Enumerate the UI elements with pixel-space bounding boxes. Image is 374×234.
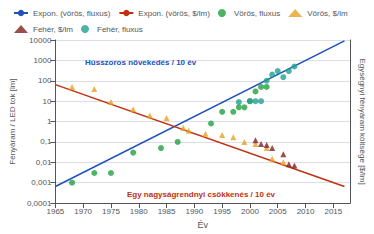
svg-text:0,001: 0,001: [31, 178, 52, 187]
svg-text:10: 10: [42, 97, 51, 106]
svg-text:2010: 2010: [297, 207, 315, 216]
svg-text:Fényáram / LED tok [lm]: Fényáram / LED tok [lm]: [8, 78, 17, 164]
svg-text:1000: 1000: [34, 56, 52, 65]
svg-text:1975: 1975: [102, 207, 120, 216]
svg-text:1: 1: [47, 117, 52, 126]
svg-text:Egy nagyságrendnyi csökkenés /: Egy nagyságrendnyi csökkenés / 10 év: [127, 190, 276, 199]
svg-text:1995: 1995: [213, 207, 231, 216]
svg-text:Expon. (vörös, $/lm): Expon. (vörös, $/lm): [138, 9, 210, 18]
svg-text:0,0001: 0,0001: [26, 198, 52, 208]
svg-text:Expon. (vörös, fluxus): Expon. (vörös, fluxus): [33, 9, 111, 18]
svg-text:Év: Év: [197, 220, 208, 230]
svg-text:2015: 2015: [324, 207, 342, 216]
svg-text:Fehér, fluxus: Fehér, fluxus: [97, 25, 143, 34]
svg-text:1970: 1970: [74, 207, 92, 216]
svg-text:Egységnyi fényáram költsége [$: Egységnyi fényáram költsége [$/lm]: [358, 58, 367, 184]
svg-text:0,01: 0,01: [36, 158, 52, 167]
svg-text:Hússzoros növekedés / 10 év: Hússzoros növekedés / 10 év: [85, 58, 197, 67]
svg-text:1965: 1965: [46, 207, 64, 216]
svg-text:10000: 10000: [29, 36, 52, 45]
svg-text:1980: 1980: [130, 207, 148, 216]
svg-text:2000: 2000: [241, 207, 259, 216]
svg-text:Vörös, fluxus: Vörös, fluxus: [234, 9, 280, 18]
svg-text:1990: 1990: [185, 207, 203, 216]
svg-text:1985: 1985: [158, 207, 176, 216]
svg-text:2005: 2005: [269, 207, 287, 216]
svg-text:0,1: 0,1: [40, 137, 52, 146]
svg-text:100: 100: [38, 76, 52, 85]
svg-text:Vörös, $/lm: Vörös, $/lm: [307, 9, 348, 18]
svg-text:Fehér, $/lm: Fehér, $/lm: [33, 25, 73, 34]
